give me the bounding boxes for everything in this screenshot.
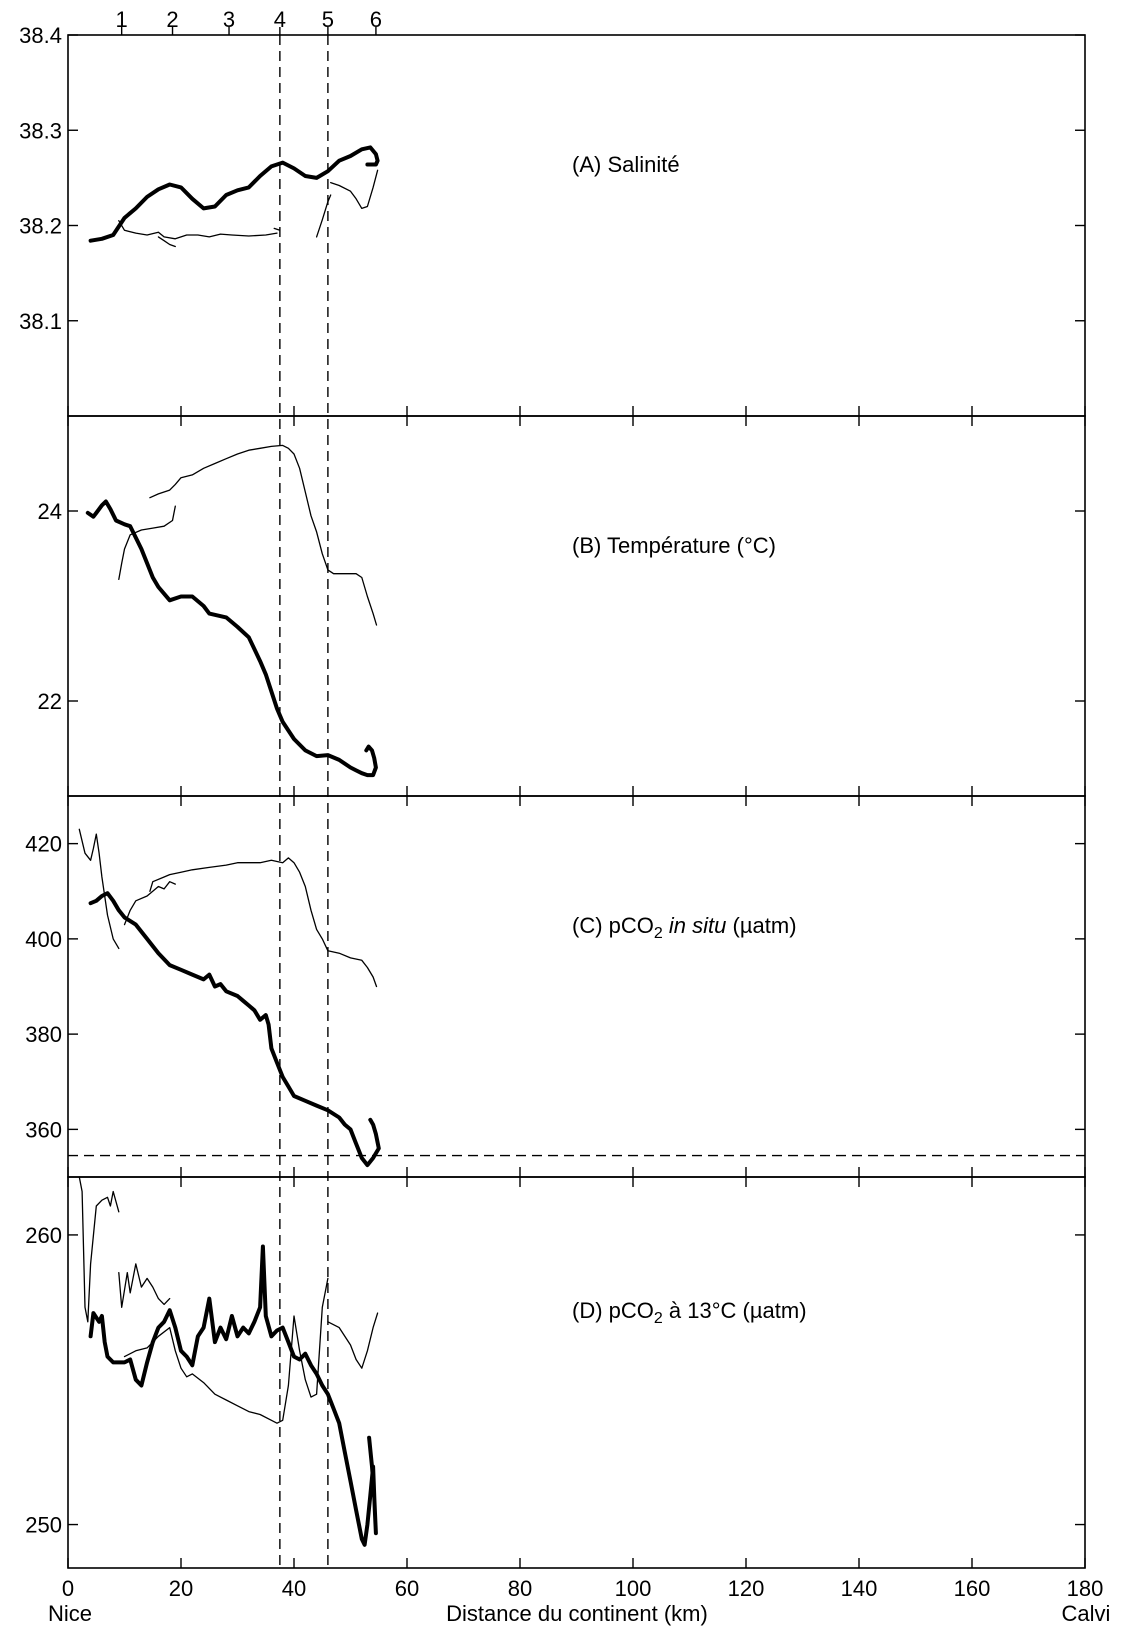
y-tick-label: 400 bbox=[25, 927, 62, 952]
x-tick-label: 100 bbox=[615, 1576, 652, 1601]
series-line-thin bbox=[118, 1263, 171, 1308]
y-tick-label: 24 bbox=[38, 499, 62, 524]
panel-title: (C) pCO2 in situ (µatm) bbox=[572, 913, 797, 942]
panel-title: (D) pCO2 à 13°C (µatm) bbox=[572, 1298, 807, 1327]
panel-b: 22 24 (B) Température (°C) bbox=[38, 415, 1086, 797]
y-tick-label: 380 bbox=[25, 1022, 62, 1047]
panel-a: 38.1 38.2 38.3 38.4 (A) Salinité bbox=[19, 23, 1086, 417]
series-line-thick bbox=[88, 145, 380, 243]
y-tick-label: 260 bbox=[25, 1223, 62, 1248]
y-tick-label: 360 bbox=[25, 1117, 62, 1142]
series-line-thin bbox=[118, 220, 278, 240]
series-line-thin bbox=[149, 444, 378, 626]
panel-title-part: (B) Température (°C) bbox=[572, 533, 776, 558]
series-line-thin bbox=[273, 227, 281, 231]
y-tick-label: 38.4 bbox=[19, 23, 62, 48]
y-tick-label: 22 bbox=[38, 689, 62, 714]
x-tick-label: 40 bbox=[282, 1576, 306, 1601]
x-axis: 0 20 40 60 80 100 120 140 160 180 bbox=[62, 1576, 1103, 1601]
series-line-thin bbox=[123, 881, 176, 926]
station-label: 4 bbox=[274, 7, 286, 32]
panel-title-part: à 13°C (µatm) bbox=[663, 1298, 807, 1323]
y-tick-label: 250 bbox=[25, 1513, 62, 1538]
x-tick-label: 180 bbox=[1067, 1576, 1104, 1601]
panel-c: 360 380 400 420 (C) pCO2 in situ (µatm) bbox=[25, 795, 1086, 1178]
series-line-thin bbox=[78, 828, 120, 950]
x-axis-label: Distance du continent (km) bbox=[446, 1601, 708, 1626]
series-line-thin bbox=[118, 505, 176, 581]
series-line-thick bbox=[85, 499, 378, 778]
y-tick-label: 38.2 bbox=[19, 214, 62, 239]
station-markers: 1 2 3 4 5 6 bbox=[116, 7, 382, 35]
panel-title-part: 2 bbox=[654, 925, 663, 942]
series-line-thin bbox=[78, 1176, 120, 1323]
station-label: 5 bbox=[322, 7, 334, 32]
x-tick-label: 120 bbox=[728, 1576, 765, 1601]
station-label: 6 bbox=[370, 7, 382, 32]
series-line-thick bbox=[88, 1244, 378, 1547]
series-line-thin bbox=[157, 236, 176, 248]
x-tick-label: 0 bbox=[62, 1576, 74, 1601]
panel-frame bbox=[67, 34, 1086, 417]
series-line-thick bbox=[88, 891, 381, 1168]
series-line-thin bbox=[149, 857, 378, 988]
panel-title-part: (µatm) bbox=[726, 913, 796, 938]
panel-title-part: (C) pCO bbox=[572, 913, 654, 938]
x-tick-label: 80 bbox=[508, 1576, 532, 1601]
y-tick-label: 420 bbox=[25, 832, 62, 857]
panel-title-part: 2 bbox=[654, 1310, 663, 1327]
panel-title-part: (D) pCO bbox=[572, 1298, 654, 1323]
panel-title: (B) Température (°C) bbox=[572, 533, 776, 558]
station-label: 3 bbox=[223, 7, 235, 32]
panel-title-part: in situ bbox=[669, 913, 726, 938]
y-tick-label: 38.1 bbox=[19, 309, 62, 334]
station-label: 1 bbox=[116, 7, 128, 32]
y-tick-label: 38.3 bbox=[19, 118, 62, 143]
x-tick-label: 160 bbox=[954, 1576, 991, 1601]
panel-title: (A) Salinité bbox=[572, 152, 680, 177]
panel-frame bbox=[67, 1176, 1086, 1569]
series-line-thin bbox=[315, 194, 332, 238]
x-tick-label: 140 bbox=[841, 1576, 878, 1601]
x-tick-label: 60 bbox=[395, 1576, 419, 1601]
panel-d: 250 260 (D) pCO2 à 13°C (µatm) bbox=[25, 1176, 1086, 1569]
x-axis-end-label: Calvi bbox=[1062, 1601, 1111, 1626]
x-axis-start-label: Nice bbox=[48, 1601, 92, 1626]
x-tick-label: 20 bbox=[169, 1576, 193, 1601]
series-line-thin bbox=[327, 1312, 379, 1369]
station-label: 2 bbox=[166, 7, 178, 32]
series-line-thin bbox=[123, 1277, 329, 1424]
panel-title-part: (A) Salinité bbox=[572, 152, 680, 177]
series-line-thin bbox=[330, 169, 379, 210]
panel-frame bbox=[67, 415, 1086, 797]
